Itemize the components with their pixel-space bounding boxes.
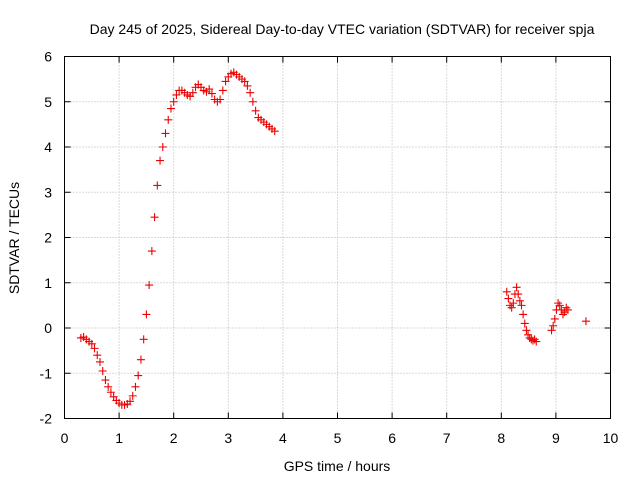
data-point (126, 397, 135, 406)
data-point (166, 104, 175, 113)
data-points (76, 68, 590, 409)
y-tick-labels: -2 -1 0 1 2 3 4 5 6 (40, 49, 53, 427)
plot-frame (64, 56, 611, 419)
data-point (514, 290, 523, 299)
data-point (507, 303, 516, 312)
x-tick-label: 10 (603, 430, 619, 446)
series-segment-2 (502, 283, 541, 346)
data-point (528, 336, 537, 345)
data-point (502, 287, 511, 296)
data-point (188, 88, 197, 97)
x-tick-labels: 0 1 2 3 4 5 6 7 8 9 10 (61, 430, 619, 446)
data-point (517, 301, 526, 310)
data-point (216, 95, 225, 104)
data-point (104, 382, 113, 391)
data-point (134, 371, 143, 380)
y-tick-label: 3 (44, 184, 52, 200)
data-point (248, 97, 257, 106)
series-segment-1 (76, 68, 279, 409)
data-point (150, 213, 159, 222)
x-tick-label: 3 (224, 430, 232, 446)
data-point (520, 319, 529, 328)
data-point (164, 115, 173, 124)
y-tick-label: 0 (44, 320, 52, 336)
data-point (147, 247, 156, 256)
data-point (142, 310, 151, 319)
data-point (550, 314, 559, 323)
data-point (581, 317, 590, 326)
grid-lines (64, 56, 611, 419)
y-tick-label: 1 (44, 275, 52, 291)
data-point (515, 296, 524, 305)
data-point (246, 88, 255, 97)
series-segment-3 (547, 299, 572, 335)
data-point (512, 283, 521, 292)
data-point (205, 85, 214, 94)
series-segment-4 (581, 317, 590, 326)
data-point (522, 326, 531, 335)
data-point (136, 355, 145, 364)
data-point (240, 77, 249, 86)
data-point (218, 86, 227, 95)
data-point (101, 376, 110, 385)
data-point (156, 156, 165, 165)
y-axis-label: SDTVAR / TECUs (6, 182, 22, 294)
data-point (95, 357, 104, 366)
data-point (563, 305, 572, 314)
data-point (106, 388, 115, 397)
data-point (519, 310, 528, 319)
data-point (93, 351, 102, 360)
data-point (145, 281, 154, 290)
x-tick-label: 6 (388, 430, 396, 446)
data-point (504, 294, 513, 303)
x-tick-label: 2 (170, 430, 178, 446)
data-point (158, 143, 167, 151)
data-point (169, 97, 178, 106)
data-point (90, 344, 99, 353)
data-point (549, 321, 558, 330)
x-tick-label: 4 (279, 430, 287, 446)
data-point (555, 301, 564, 310)
x-tick-label: 5 (334, 430, 342, 446)
x-tick-label: 9 (552, 430, 560, 446)
data-point (131, 382, 140, 391)
data-point (251, 106, 260, 115)
data-point (243, 81, 252, 90)
x-tick-label: 1 (115, 430, 123, 446)
data-point (221, 77, 230, 86)
data-point (161, 129, 170, 138)
x-tick-label: 0 (61, 430, 69, 446)
data-point (139, 335, 148, 344)
y-tick-label: 5 (44, 94, 52, 110)
data-point (153, 181, 162, 190)
y-tick-label: -2 (40, 411, 53, 427)
data-point (172, 90, 181, 99)
data-point (207, 89, 216, 98)
y-tick-label: 6 (44, 49, 52, 65)
data-point (98, 366, 107, 375)
data-point (547, 326, 556, 335)
x-tick-label: 8 (497, 430, 505, 446)
data-point (270, 127, 279, 136)
data-point (532, 337, 541, 346)
x-axis-label: GPS time / hours (284, 458, 391, 474)
y-tick-label: 4 (44, 139, 52, 155)
chart-title: Day 245 of 2025, Sidereal Day-to-day VTE… (90, 21, 595, 37)
y-tick-label: -1 (40, 365, 53, 381)
data-point (509, 299, 518, 308)
y-tick-label: 2 (44, 230, 52, 246)
data-point (87, 339, 96, 348)
x-tick-label: 7 (443, 430, 451, 446)
data-point (128, 391, 137, 400)
